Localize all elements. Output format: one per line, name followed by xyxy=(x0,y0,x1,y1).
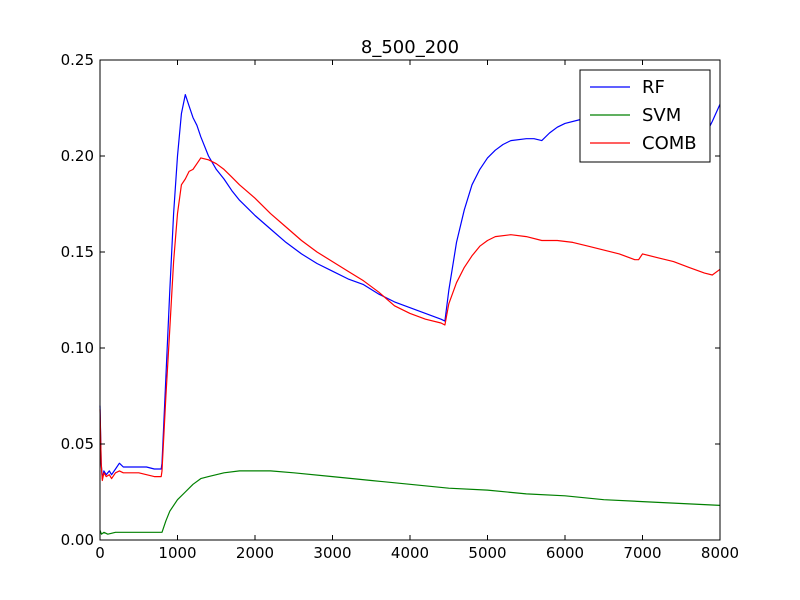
y-tick-label: 0.05 xyxy=(61,435,94,453)
legend-label-rf: RF xyxy=(642,77,665,98)
legend-label-svm: SVM xyxy=(642,105,681,126)
y-tick-label: 0.10 xyxy=(61,339,94,357)
x-tick-label: 1000 xyxy=(158,544,196,562)
legend: RF SVM COMB xyxy=(579,69,711,163)
x-tick-label: 5000 xyxy=(468,544,506,562)
x-tick-label: 4000 xyxy=(391,544,429,562)
axis-ticks: 0 1000 2000 3000 4000 5000 6000 7000 8000 0.00 0.0… xyxy=(61,51,740,562)
y-tick-label: 0.25 xyxy=(61,51,94,69)
x-tick-label: 0 xyxy=(95,544,105,562)
y-tick-label: 0.00 xyxy=(61,531,94,549)
chart-title: 8_500_200 xyxy=(361,37,459,58)
series-line-svm xyxy=(99,470,721,535)
x-tick-label: 3000 xyxy=(313,544,351,562)
x-tick-label: 8000 xyxy=(701,544,739,562)
y-tick-label: 0.20 xyxy=(61,147,94,165)
x-tick-label: 7000 xyxy=(623,544,661,562)
series-line-rf xyxy=(99,94,721,480)
plot-area xyxy=(99,94,721,535)
legend-box xyxy=(579,69,711,163)
x-tick-label: 2000 xyxy=(236,544,274,562)
y-tick-label: 0.15 xyxy=(61,243,94,261)
series-line-comb xyxy=(99,157,721,482)
x-tick-label: 6000 xyxy=(546,544,584,562)
legend-label-comb: COMB xyxy=(642,133,697,154)
